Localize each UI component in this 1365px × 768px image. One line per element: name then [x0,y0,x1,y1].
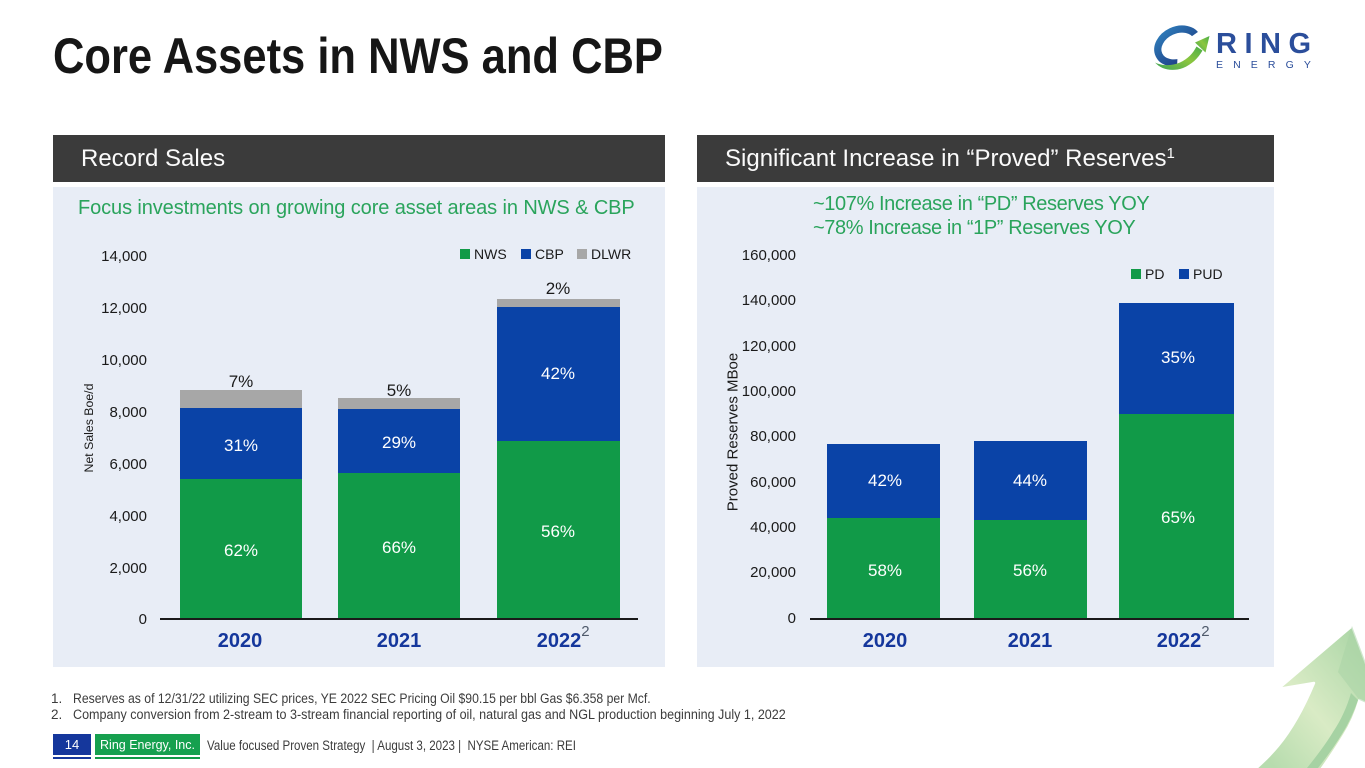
svg-text:RING: RING [1216,28,1319,60]
svg-text:ENERGY: ENERGY [1216,59,1321,71]
